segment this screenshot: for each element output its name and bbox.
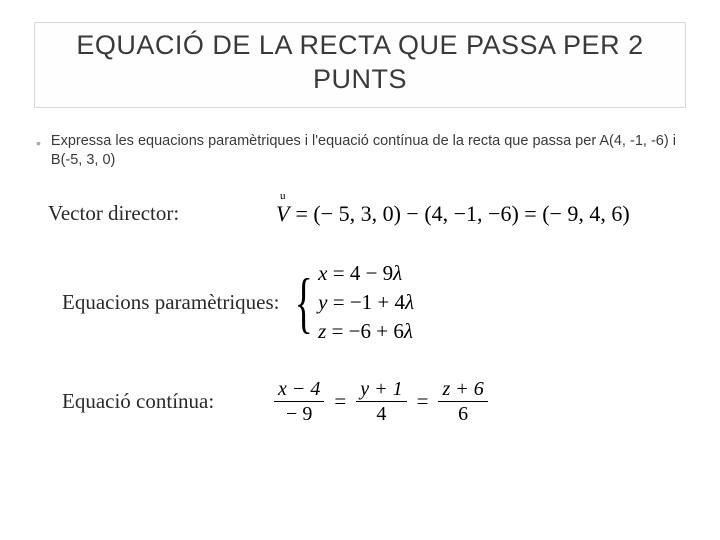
param-z-lambda: λ: [404, 319, 413, 343]
frac2-num: y + 1: [356, 378, 406, 400]
param-x-lambda: λ: [393, 261, 402, 285]
problem-statement: • Expressa les equacions paramètriques i…: [34, 132, 686, 171]
equals-1: =: [332, 389, 348, 414]
param-line-x: x = 4 − 9λ: [318, 261, 414, 286]
param-x-rhs: = 4 − 9: [333, 261, 393, 285]
continuous-row: Equació contínua: x − 4 − 9 = y + 1 4 = …: [34, 378, 686, 425]
frac1-num: x − 4: [274, 378, 324, 400]
fraction-3: z + 6 6: [438, 378, 487, 425]
continuous-label: Equació contínua:: [34, 389, 274, 414]
left-brace-icon: {: [294, 272, 312, 333]
vector-label: Vector director:: [34, 201, 274, 226]
param-y-var: y: [318, 290, 327, 314]
vector-arrow-icon: u: [274, 190, 291, 202]
vector-symbol: u V: [274, 201, 291, 227]
frac2-bar: [356, 401, 406, 402]
parametric-system: { x = 4 − 9λ y = −1 + 4λ z = −6 + 6λ: [280, 261, 415, 344]
vector-equation: u V = (− 5, 3, 0) − (4, −1, −6) = (− 9, …: [274, 201, 630, 227]
fraction-1: x − 4 − 9: [274, 378, 324, 425]
param-y-lambda: λ: [405, 290, 414, 314]
parametric-lines: x = 4 − 9λ y = −1 + 4λ z = −6 + 6λ: [318, 261, 414, 344]
equals-2: =: [415, 389, 431, 414]
frac3-num: z + 6: [438, 378, 487, 400]
title-box: EQUACIÓ DE LA RECTA QUE PASSA PER 2 PUNT…: [34, 22, 686, 108]
problem-text: Expressa les equacions paramètriques i l…: [51, 132, 686, 171]
frac1-den: − 9: [282, 403, 316, 425]
param-z-rhs: = −6 + 6: [332, 319, 404, 343]
param-line-z: z = −6 + 6λ: [318, 319, 414, 344]
vector-director-row: Vector director: u V = (− 5, 3, 0) − (4,…: [34, 201, 686, 227]
frac1-bar: [274, 401, 324, 402]
continuous-equation: x − 4 − 9 = y + 1 4 = z + 6 6: [274, 378, 488, 425]
param-y-rhs: = −1 + 4: [333, 290, 405, 314]
param-z-var: z: [318, 319, 326, 343]
frac3-bar: [438, 401, 487, 402]
slide-title: EQUACIÓ DE LA RECTA QUE PASSA PER 2 PUNT…: [45, 29, 675, 97]
fraction-2: y + 1 4: [356, 378, 406, 425]
vector-letter: V: [276, 201, 289, 226]
vector-rhs: = (− 5, 3, 0) − (4, −1, −6) = (− 9, 4, 6…: [295, 201, 629, 227]
param-x-var: x: [318, 261, 327, 285]
param-line-y: y = −1 + 4λ: [318, 290, 414, 315]
bullet-icon: •: [36, 134, 41, 154]
frac2-den: 4: [372, 403, 390, 425]
parametric-label: Equacions paramètriques:: [34, 290, 280, 315]
frac3-den: 6: [454, 403, 472, 425]
parametric-row: Equacions paramètriques: { x = 4 − 9λ y …: [34, 261, 686, 344]
